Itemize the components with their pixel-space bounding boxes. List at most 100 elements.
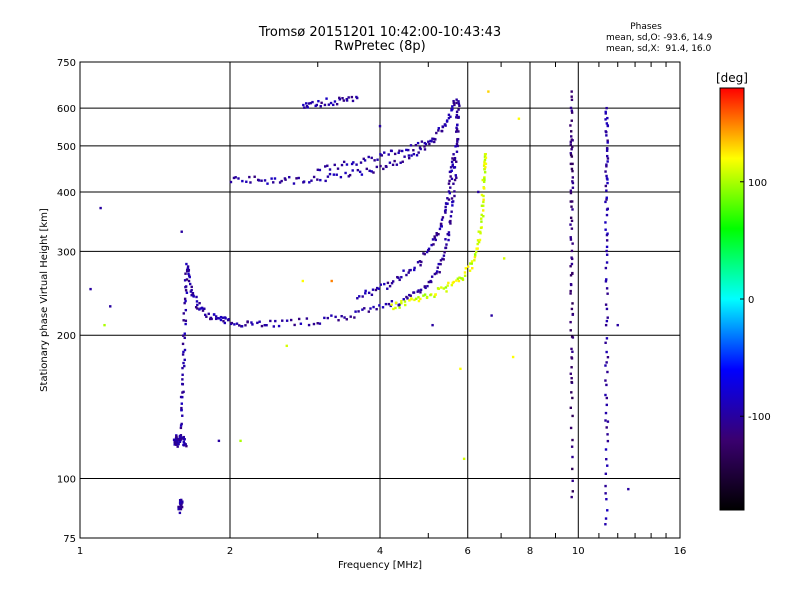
echo-point	[479, 232, 482, 235]
echo-point	[181, 500, 184, 503]
echo-point	[405, 273, 408, 277]
echo-point	[398, 303, 401, 306]
colorbar-label: [deg]	[716, 71, 748, 85]
echo-point	[466, 265, 470, 268]
echo-point	[179, 505, 183, 508]
echo-point	[412, 291, 416, 294]
echo-point	[483, 178, 486, 182]
echo-point	[379, 153, 382, 156]
echo-point	[569, 406, 573, 410]
echo-point	[570, 227, 574, 230]
echo-point	[456, 138, 459, 141]
echo-point	[571, 186, 575, 189]
echo-point	[604, 517, 608, 520]
echo-point	[251, 323, 254, 326]
echo-point	[315, 103, 319, 107]
x-tick-label: 1	[77, 546, 83, 557]
echo-point	[272, 325, 276, 328]
echo-point	[571, 169, 574, 173]
echo-point	[437, 262, 440, 266]
echo-point	[435, 272, 438, 275]
echo-point	[440, 225, 443, 228]
echo-point	[604, 484, 607, 488]
echo-point	[424, 286, 427, 290]
echo-point	[606, 292, 609, 295]
echo-point	[181, 378, 184, 381]
echo-point	[482, 164, 486, 167]
echo-point	[458, 104, 461, 107]
echo-point	[184, 308, 188, 312]
echo-point	[399, 161, 402, 164]
echo-point	[569, 292, 572, 295]
echo-point	[473, 253, 477, 256]
echo-point	[238, 324, 241, 327]
echo-point	[433, 237, 437, 240]
echo-point	[180, 230, 183, 233]
echo-point	[217, 439, 221, 443]
echo-point	[372, 305, 375, 309]
echo-point	[569, 283, 573, 286]
echo-point	[233, 323, 236, 326]
echo-point	[480, 220, 483, 223]
echo-point	[395, 163, 399, 166]
echo-point	[570, 111, 574, 114]
echo-point	[292, 182, 296, 185]
echo-point	[308, 181, 311, 184]
echo-point	[345, 97, 348, 101]
echo-point	[571, 414, 574, 418]
echo-point	[347, 96, 350, 99]
echo-point	[570, 95, 573, 98]
echo-point	[380, 154, 384, 157]
echo-point	[400, 301, 403, 305]
echo-point	[319, 178, 322, 182]
echo-point	[304, 102, 308, 105]
x-tick-label: 4	[377, 546, 383, 557]
echo-point	[183, 364, 186, 368]
echo-point	[369, 307, 372, 310]
echo-point	[198, 301, 201, 305]
echo-point	[423, 141, 426, 145]
echo-point	[445, 290, 448, 293]
echo-point	[444, 208, 447, 212]
echo-point	[450, 109, 453, 112]
echo-point	[606, 178, 609, 181]
echo-point	[569, 216, 573, 219]
echo-point	[431, 323, 434, 327]
echo-point	[605, 426, 608, 429]
echo-point	[473, 256, 477, 259]
echo-point	[569, 223, 572, 226]
y-tick-labels: 75 100 200 300 400 500 600 750	[57, 58, 76, 545]
echo-point	[451, 157, 454, 160]
echo-point	[606, 509, 609, 512]
echo-point	[606, 316, 609, 319]
echo-point	[606, 157, 610, 160]
echo-point	[453, 103, 456, 107]
echo-point	[416, 261, 420, 264]
echo-point	[285, 344, 288, 348]
colorbar-tick-label: 100	[748, 178, 767, 189]
echo-point	[219, 318, 223, 322]
echo-point	[605, 497, 608, 501]
echo-point	[258, 320, 261, 323]
echo-point	[324, 179, 327, 183]
echo-point	[361, 295, 364, 298]
echo-point	[379, 283, 382, 286]
echo-point	[420, 260, 423, 264]
echo-point	[569, 238, 573, 241]
echo-point	[175, 435, 178, 438]
echo-point	[431, 137, 434, 140]
echo-point	[427, 247, 431, 251]
echo-point	[569, 236, 572, 239]
echo-point	[448, 179, 451, 183]
echo-point	[456, 116, 459, 119]
echo-point	[477, 240, 481, 244]
echo-point	[571, 200, 574, 203]
echo-point	[370, 156, 373, 160]
echo-point	[482, 209, 485, 212]
echo-point	[605, 147, 609, 150]
echo-point	[178, 436, 181, 439]
echo-point	[336, 167, 340, 170]
echo-point	[604, 323, 608, 327]
echo-point	[569, 191, 573, 195]
echo-point	[569, 153, 573, 157]
